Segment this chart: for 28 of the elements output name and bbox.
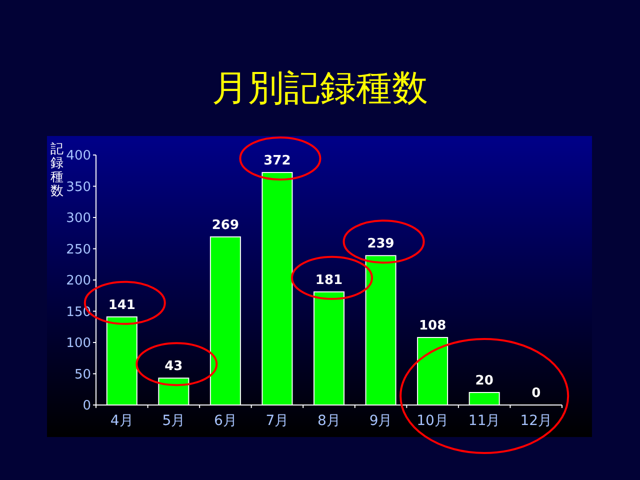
- chart-title: 月別記録種数: [212, 68, 428, 109]
- y-tick-label: 250: [66, 242, 91, 258]
- data-label: 43: [164, 359, 183, 374]
- x-tick-label: 7月: [266, 413, 289, 429]
- data-label: 108: [418, 318, 446, 334]
- data-label: 269: [212, 218, 240, 233]
- x-tick-label: 9月: [369, 413, 392, 429]
- data-label: 0: [532, 386, 541, 401]
- y-tick-label: 400: [66, 148, 91, 164]
- data-label: 181: [315, 272, 343, 288]
- x-tick-label: 12月: [520, 413, 552, 429]
- x-tick-label: 8月: [318, 413, 340, 429]
- x-tick-label: 6月: [214, 413, 237, 429]
- y-tick-label: 0: [82, 398, 91, 414]
- x-tick-label: 5月: [162, 413, 186, 429]
- y-tick-label: 50: [74, 367, 91, 382]
- data-label: 239: [367, 236, 394, 252]
- y-tick-label: 100: [66, 336, 91, 352]
- y-axis-title: 記録種数: [50, 142, 64, 199]
- data-label: 20: [475, 374, 494, 388]
- data-label: 141: [108, 298, 136, 313]
- y-tick-label: 350: [66, 180, 91, 195]
- x-tick-label: 4月: [110, 413, 134, 429]
- y-tick-label: 200: [66, 274, 91, 289]
- data-label: 372: [264, 154, 291, 168]
- x-tick-label: 11月: [468, 413, 500, 429]
- x-tick-label: 10月: [416, 413, 448, 429]
- y-tick-label: 300: [66, 211, 91, 226]
